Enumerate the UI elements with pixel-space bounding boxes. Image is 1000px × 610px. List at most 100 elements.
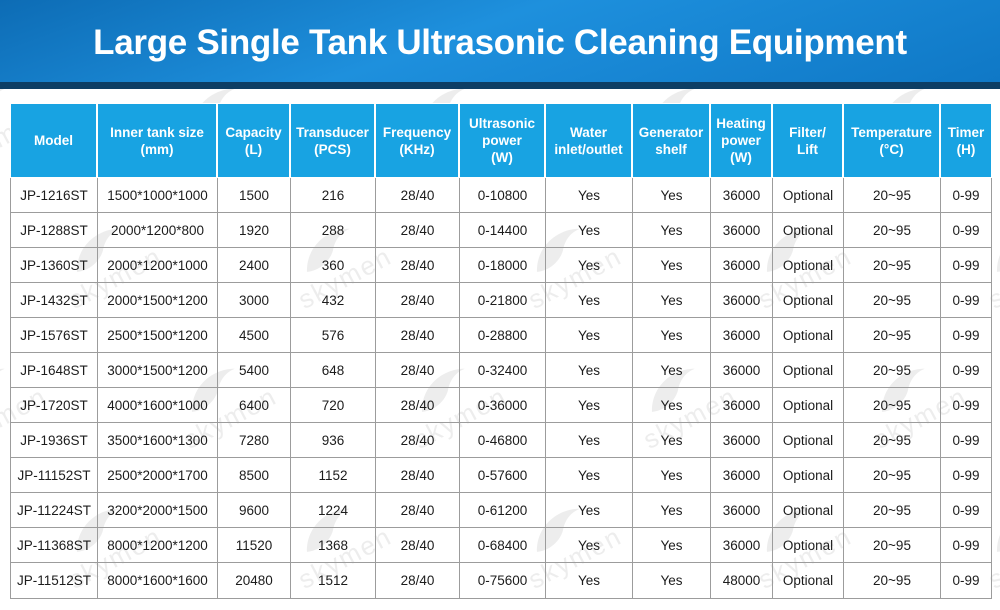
table-cell: 0-99 [941, 248, 991, 283]
table-cell: 28/40 [376, 458, 460, 493]
table-cell: 0-99 [941, 423, 991, 458]
spec-table-body: JP-1216ST 1500*1000*1000 1500 216 28/40 0-108… [10, 178, 992, 599]
column-header: Capacity (L) [217, 103, 290, 178]
table-cell: 2000*1500*1200 [98, 283, 218, 318]
table-cell: Yes [633, 528, 711, 563]
table-cell: Yes [633, 458, 711, 493]
table-cell: 0-61200 [460, 493, 546, 528]
table-cell: Optional [773, 353, 844, 388]
table-cell: Yes [546, 213, 633, 248]
column-header: Ultrasonic power (W) [459, 103, 545, 178]
table-cell: 7280 [218, 423, 291, 458]
table-cell: 2000*1200*1000 [98, 248, 218, 283]
table-cell: 36000 [711, 458, 773, 493]
table-cell: 28/40 [376, 388, 460, 423]
table-cell: 36000 [711, 213, 773, 248]
table-cell: 1500*1000*1000 [98, 178, 218, 213]
table-cell: 3200*2000*1500 [98, 493, 218, 528]
table-cell: 0-99 [941, 318, 991, 353]
table-cell: 0-99 [952, 573, 980, 588]
table-cell: 36000 [711, 318, 773, 353]
table-cell: 28/40 [376, 318, 460, 353]
table-cell: Yes [633, 353, 711, 388]
table-cell: 0-99 [941, 493, 991, 528]
table-cell: 2500*1500*1200 [98, 318, 218, 353]
table-cell: 20~95 [844, 493, 941, 528]
table-cell: 28/40 [376, 248, 460, 283]
model-cell: JP-11512ST [11, 563, 98, 598]
table-cell: Optional [773, 248, 844, 283]
table-cell: 288 [291, 213, 376, 248]
model-cell: JP-1576ST [11, 318, 98, 353]
title-banner: Large Single Tank Ultrasonic Cleaning Eq… [0, 0, 1000, 82]
table-cell: 0-68400 [460, 528, 546, 563]
model-cell: JP-11224ST [11, 493, 98, 528]
table-cell: 0-21800 [460, 283, 546, 318]
table-cell: 28/40 [376, 493, 460, 528]
table-cell: 432 [291, 283, 376, 318]
spec-table-header: Model Inner tank size (mm) Capacity (L) Tra… [10, 103, 992, 178]
table-cell: 36000 [711, 528, 773, 563]
table-cell: 36000 [711, 423, 773, 458]
table-cell: 216 [291, 178, 376, 213]
table-cell: 28/40 [376, 283, 460, 318]
table-cell: 36000 [711, 388, 773, 423]
table-cell: 20~95 [844, 248, 941, 283]
column-header: Timer (H) [940, 103, 992, 178]
table-cell: Optional [773, 213, 844, 248]
table-cell: 0-36000 [460, 388, 546, 423]
column-header: Model [10, 103, 97, 178]
column-header: Filter/ Lift [772, 103, 843, 178]
table-cell: Yes [546, 388, 633, 423]
table-cell: Optional [773, 528, 844, 563]
table-cell: Yes [633, 283, 711, 318]
table-cell: 0-99 [941, 178, 991, 213]
table-cell: 720 [291, 388, 376, 423]
table-cell: 8500 [218, 458, 291, 493]
table-cell: Optional [773, 178, 844, 213]
model-cell: JP-1648ST [11, 353, 98, 388]
model-cell: JP-11368ST [11, 528, 98, 563]
table-cell: 0-28800 [460, 318, 546, 353]
table-cell: 4000*1600*1000 [98, 388, 218, 423]
table-cell: Yes [546, 563, 633, 598]
model-cell: JP-1432ST [11, 283, 98, 318]
page-title: Large Single Tank Ultrasonic Cleaning Eq… [93, 23, 907, 62]
table-cell: 20~95 [844, 458, 941, 493]
model-cell: JP-11152ST [11, 458, 98, 493]
column-header: Transducer (PCS) [290, 103, 375, 178]
table-cell: 6400 [218, 388, 291, 423]
table-cell: Yes [633, 178, 711, 213]
table-cell: 28/40 [376, 563, 460, 598]
table-cell: Yes [546, 353, 633, 388]
table-cell: 20~95 [844, 423, 941, 458]
table-cell: 20~95 [844, 353, 941, 388]
table-cell: 0-32400 [460, 353, 546, 388]
table-cell: Yes [633, 318, 711, 353]
table-cell: 9600 [218, 493, 291, 528]
table-cell: Yes [633, 493, 711, 528]
table-cell: 1512 [291, 563, 376, 598]
spec-table: Model Inner tank size (mm) Capacity (L) Tra… [10, 103, 992, 599]
table-cell: Yes [546, 528, 633, 563]
table-cell: 36000 [711, 283, 773, 318]
table-cell: Yes [633, 563, 711, 598]
table-cell: Optional [773, 318, 844, 353]
table-cell: 20~95 [844, 178, 941, 213]
table-cell: Yes [546, 458, 633, 493]
table-cell: 3000 [218, 283, 291, 318]
table-cell: 1500 [218, 178, 291, 213]
banner-divider [0, 82, 1000, 89]
table-cell: Yes [633, 388, 711, 423]
table-cell: 5400 [218, 353, 291, 388]
table-cell: 648 [291, 353, 376, 388]
table-cell: 11520 [218, 528, 291, 563]
table-cell: Yes [546, 493, 633, 528]
column-header: Inner tank size (mm) [97, 103, 217, 178]
table-cell: Optional [773, 283, 844, 318]
model-cell: JP-1360ST [11, 248, 98, 283]
table-cell: 20480 [218, 563, 291, 598]
table-cell: Yes [546, 283, 633, 318]
table-cell: 36000 [711, 248, 773, 283]
column-header: Frequency (KHz) [375, 103, 459, 178]
